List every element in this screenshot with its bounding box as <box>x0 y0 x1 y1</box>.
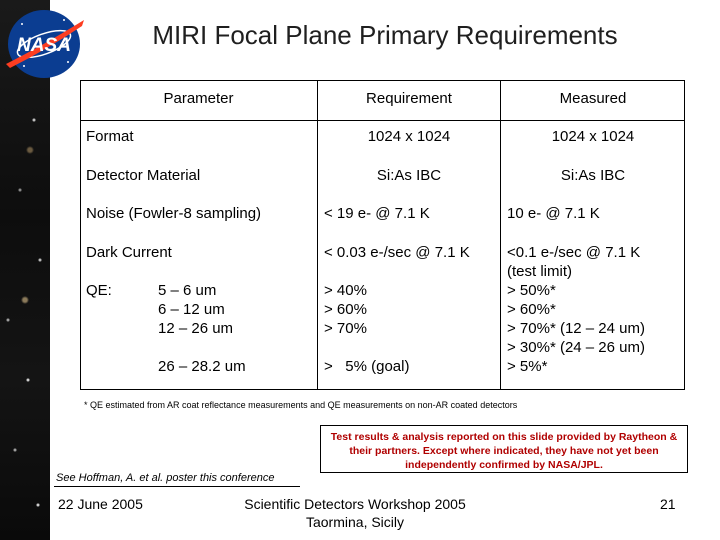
footer-event-line1: Scientific Detectors Workshop 2005 <box>244 496 466 512</box>
qe-measured-1: > 50%* <box>507 282 556 299</box>
qe-requirement-2: > 60% <box>324 301 367 318</box>
star-field-background <box>0 0 50 540</box>
disclaimer-box: Test results & analysis reported on this… <box>320 425 688 473</box>
qe-footnote: * QE estimated from AR coat reflectance … <box>84 400 518 410</box>
requirements-table <box>80 80 685 390</box>
qe-range-3: 12 – 26 um <box>158 320 234 337</box>
see-also-note: See Hoffman, A. et al. poster this confe… <box>56 472 275 484</box>
header-measured: Measured <box>559 90 627 107</box>
row-format-requirement: 1024 x 1024 <box>367 128 451 145</box>
header-requirement: Requirement <box>366 90 452 107</box>
row-qe-label: QE: <box>86 282 112 299</box>
qe-measured-2: > 60%* <box>507 301 556 318</box>
row-format-label: Format <box>86 128 134 145</box>
row-format-measured: 1024 x 1024 <box>551 128 635 145</box>
qe-requirement-1: > 40% <box>324 282 367 299</box>
row-dark-current-label: Dark Current <box>86 244 172 261</box>
see-also-divider <box>54 486 300 487</box>
slide-title: MIRI Focal Plane Primary Requirements <box>152 20 618 50</box>
qe-measured-3: > 70%* (12 – 24 um) <box>507 320 645 337</box>
footer-event-line2: Taormina, Sicily <box>305 514 405 530</box>
qe-range-2: 6 – 12 um <box>158 301 225 318</box>
row-noise-requirement: < 19 e- @ 7.1 K <box>324 205 430 222</box>
row-noise-measured: 10 e- @ 7.1 K <box>507 205 600 222</box>
row-dark-current-measured-1: <0.1 e-/sec @ 7.1 K <box>507 244 641 261</box>
row-noise-label: Noise (Fowler-8 sampling) <box>86 205 262 222</box>
table-column-divider <box>317 80 318 390</box>
row-material-measured: Si:As IBC <box>560 167 626 184</box>
qe-range-1: 5 – 6 um <box>158 282 217 299</box>
table-header-divider <box>80 120 685 121</box>
row-material-requirement: Si:As IBC <box>376 167 442 184</box>
row-dark-current-requirement: < 0.03 e-/sec @ 7.1 K <box>324 244 470 261</box>
qe-requirement-3: > 70% <box>324 320 367 337</box>
svg-text:NASA: NASA <box>17 35 71 56</box>
row-material-label: Detector Material <box>86 167 201 184</box>
footer-date: 22 June 2005 <box>58 496 143 512</box>
qe-measured-4: > 30%* (24 – 26 um) <box>507 339 645 356</box>
qe-range-4: 26 – 28.2 um <box>158 358 246 375</box>
qe-requirement-4: > 5% (goal) <box>324 358 410 375</box>
row-dark-current-measured-2: (test limit) <box>507 263 572 280</box>
nasa-logo: NASA <box>6 10 84 78</box>
header-parameter: Parameter <box>163 90 234 107</box>
footer-page-number: 21 <box>660 496 676 512</box>
qe-measured-5: > 5%* <box>507 358 548 375</box>
table-column-divider <box>500 80 501 390</box>
